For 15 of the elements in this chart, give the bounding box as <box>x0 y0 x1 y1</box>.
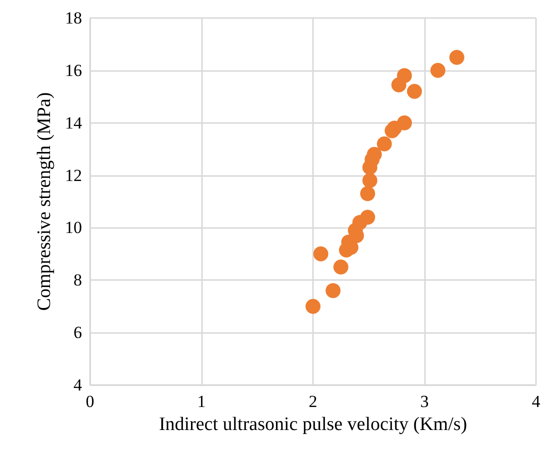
y-tick-label: 14 <box>65 113 82 132</box>
y-tick-label: 8 <box>74 270 82 290</box>
y-axis-title: Compressive strength (MPa) <box>34 92 56 311</box>
x-tick-label: 2 <box>308 392 318 411</box>
x-tick-label: 1 <box>197 392 206 411</box>
y-tick-label: 6 <box>74 323 82 342</box>
y-tick-label: 16 <box>65 60 82 80</box>
x-axis-title: Indirect ultrasonic pulse velocity (Km/s) <box>158 414 468 435</box>
y-tick-label: 12 <box>65 166 82 185</box>
x-tick-label: 0 <box>86 392 94 411</box>
y-tick-label: 4 <box>74 376 82 394</box>
y-tick-label: 10 <box>65 218 82 238</box>
y-tick-label: 18 <box>65 8 82 28</box>
x-tick-label: 4 <box>532 392 541 411</box>
x-tick-label: 3 <box>420 392 429 411</box>
